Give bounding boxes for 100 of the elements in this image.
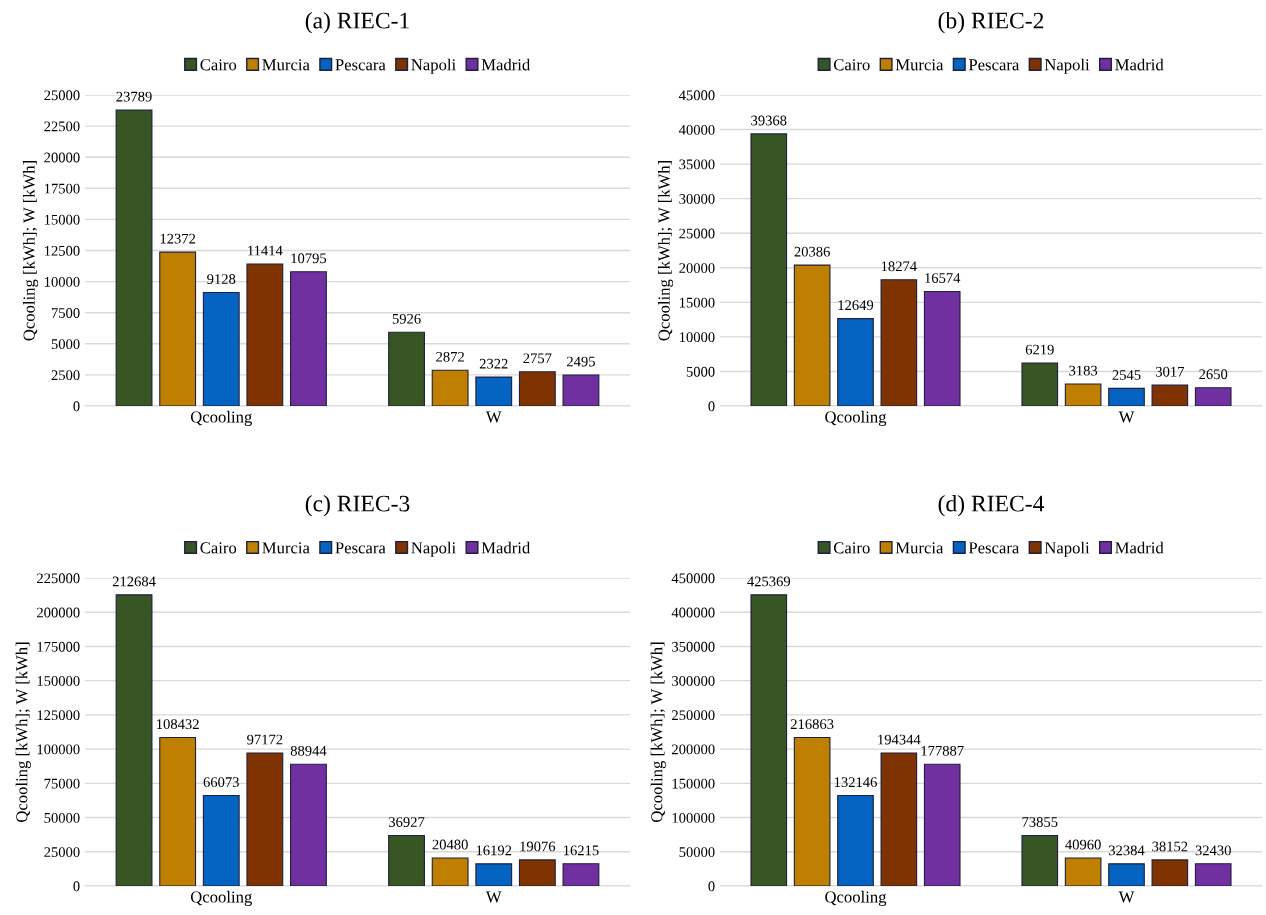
y-tick-label: 45000 [678,90,715,101]
legend-label: Murcia [895,59,944,71]
legend-label: Napoli [1044,541,1090,557]
y-axis-title: Qcooling [kWh]; W [kWh] [657,161,674,341]
y-tick-label: 25000 [44,847,80,857]
y-tick-label: 150000 [37,676,80,686]
x-tick-label: W [485,411,502,423]
bar [518,859,556,886]
bar [202,794,240,886]
legend-label: Madrid [1115,541,1164,554]
bar [750,133,788,406]
bar [290,763,327,886]
data-label: 2545 [1112,370,1141,380]
bar [1108,863,1145,886]
legend-label: Napoli [1044,58,1090,74]
x-tick-label: Qcooling [190,410,252,427]
data-label: 2322 [479,358,508,369]
chart-title: (b) RIEC-2 [938,11,1044,34]
data-label: 88944 [290,745,327,756]
data-label: 425369 [747,576,791,587]
y-tick-label: 0 [708,881,715,892]
y-tick-label: 35000 [679,159,715,170]
y-tick-label: 25000 [679,228,715,239]
y-tick-label: 225000 [37,573,80,584]
legend-label: Madrid [481,541,531,554]
bar [837,318,874,406]
bar [923,290,961,406]
bar [431,857,469,886]
data-label: 40960 [1065,839,1101,850]
legend-label: Murcia [895,542,944,554]
chart-title: (c) RIEC-3 [305,494,410,517]
y-axis-title: Qcooling [kWh]; W [kWh] [650,642,666,822]
data-label: 194344 [878,734,921,745]
bar [115,109,153,406]
data-label: 216863 [790,719,834,730]
y-tick-label: 200000 [37,607,80,618]
data-label: 9128 [207,274,236,284]
data-label: 2495 [567,356,595,367]
bar [388,834,425,886]
data-label: 97172 [247,734,283,745]
data-label: 6219 [1025,344,1054,355]
x-tick-label: Qcooling [825,410,887,427]
data-label: 36927 [389,817,425,827]
y-tick-label: 10000 [679,332,715,343]
y-tick-label: 100000 [37,744,80,755]
bar [793,737,831,886]
legend-label: Cairo [200,542,237,554]
y-tick-label: 0 [73,401,80,412]
data-label: 2757 [523,353,552,364]
y-tick-label: 40000 [678,124,715,135]
y-tick-label: 5000 [686,366,715,377]
bar [1021,362,1059,406]
y-tick-label: 0 [73,881,80,892]
bar [1021,834,1059,886]
bar [388,331,425,406]
legend-label: Cairo [833,59,870,71]
bar [1108,387,1145,406]
bar [750,594,788,886]
y-tick-label: 75000 [44,778,80,789]
legend-label: Napoli [411,541,456,557]
y-tick-label: 450000 [671,573,715,584]
y-tick-label: 22500 [44,121,80,132]
data-label: 3017 [1155,366,1185,377]
y-tick-label: 5000 [51,339,80,349]
data-label: 108432 [157,719,199,730]
bar [159,737,197,886]
bar [880,279,918,406]
bar [475,863,513,886]
bar [1194,863,1232,886]
bar [837,794,874,886]
data-label: 177887 [921,745,964,756]
legend-label: Pescara [335,59,386,71]
y-tick-label: 400000 [671,607,715,618]
x-tick-label: Qcooling [825,890,887,907]
y-tick-label: 15000 [44,214,80,225]
y-tick-label: 20000 [679,263,715,273]
y-tick-label: 7500 [51,308,80,318]
y-tick-label: 30000 [679,194,715,204]
y-tick-label: 25000 [44,90,80,101]
y-tick-label: 300000 [672,676,715,686]
bar [1064,857,1102,886]
data-label: 32384 [1108,845,1145,856]
data-label: 132146 [834,777,877,788]
y-tick-label: 15000 [679,297,715,308]
data-label: 39368 [751,115,787,126]
bar [562,863,600,886]
legend-label: Pescara [335,542,386,554]
y-tick-label: 200000 [672,744,715,755]
data-label: 2872 [436,351,464,362]
data-label: 212684 [112,576,156,587]
bar [202,291,240,406]
data-label: 5926 [392,313,421,324]
legend-label: Madrid [481,58,531,71]
bar [793,264,831,406]
x-tick-label: Qcooling [190,890,252,907]
data-label: 19076 [520,841,556,852]
data-label: 66073 [203,777,239,788]
data-label: 18274 [881,261,917,272]
data-label: 16574 [925,273,961,283]
bar [431,369,469,406]
